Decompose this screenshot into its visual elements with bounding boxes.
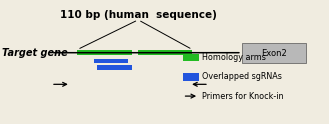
Bar [94, 59, 128, 63]
Bar [242, 43, 306, 63]
Text: Exon2: Exon2 [261, 48, 287, 58]
Text: 110 bp (human  sequence): 110 bp (human sequence) [60, 10, 216, 20]
Bar [138, 50, 192, 55]
Bar [77, 50, 132, 55]
Text: Homology arms: Homology arms [202, 53, 266, 62]
Bar [97, 65, 132, 70]
Bar [183, 73, 199, 81]
Text: Overlapped sgRNAs: Overlapped sgRNAs [202, 72, 282, 81]
Text: Target gene: Target gene [2, 48, 67, 58]
Text: Primers for Knock-in: Primers for Knock-in [202, 92, 284, 101]
Bar [183, 54, 199, 61]
